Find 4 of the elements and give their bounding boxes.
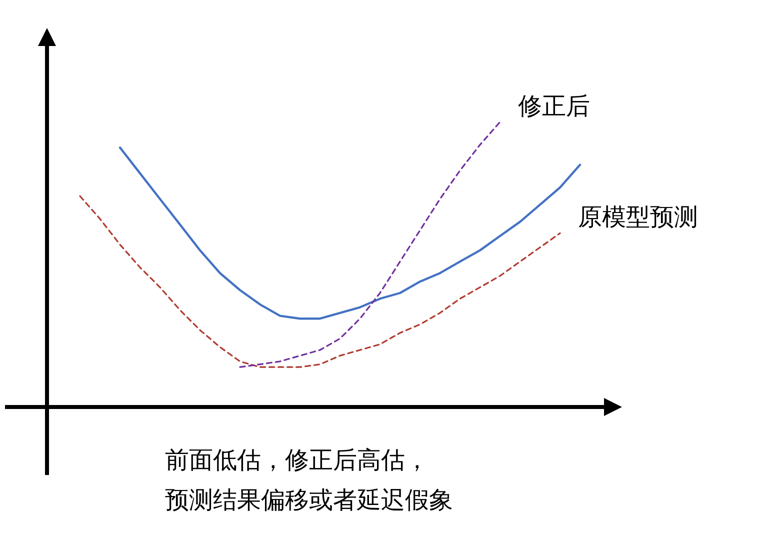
text: 前面低估，修正后高估， — [165, 446, 429, 474]
series-label: 修正后 — [518, 92, 590, 120]
text: 预测结果偏移或者延迟假象 — [165, 486, 453, 514]
series-label: 原模型预测 — [578, 203, 698, 232]
